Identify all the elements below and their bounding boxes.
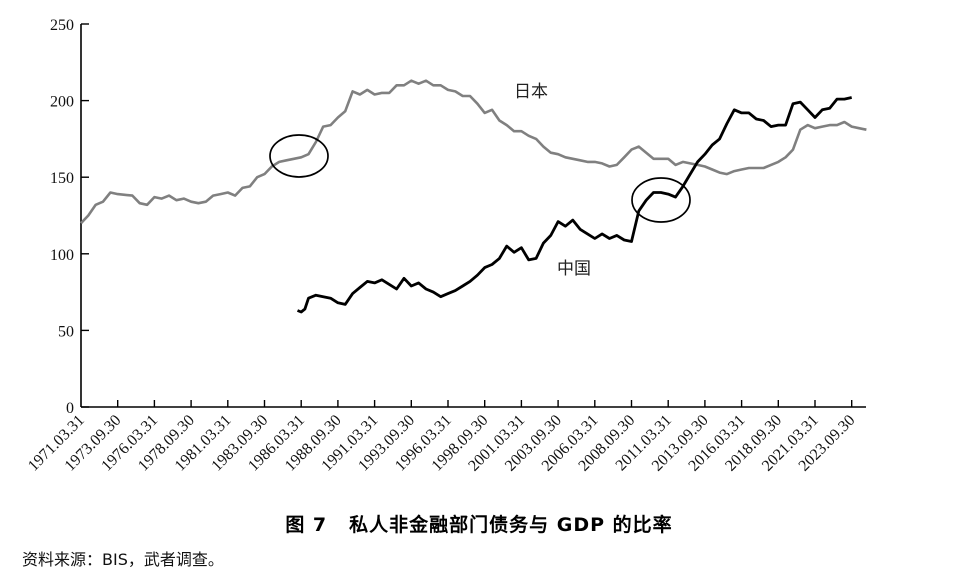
chart: 0501001502002501971.03.311973.09.301976.…: [25, 17, 867, 475]
series-label-japan: 日本: [514, 82, 548, 102]
series-line-japan: [80, 79, 867, 225]
y-tick-label: 0: [66, 400, 74, 417]
y-tick-label: 200: [50, 94, 74, 111]
highlight-ellipse-1: [269, 134, 329, 178]
figure-number: 图 7: [285, 514, 328, 536]
y-tick-label: 250: [50, 17, 74, 34]
y-tick-label: 100: [50, 247, 74, 264]
series-line-china: [296, 96, 852, 314]
source-note: 资料来源：BIS，武者调查。: [22, 550, 224, 569]
axes: 0501001502002501971.03.311973.09.301976.…: [25, 17, 866, 475]
highlight-ellipse-2: [631, 177, 691, 223]
figure-title: 私人非金融部门债务与 GDP 的比率: [349, 514, 673, 536]
y-tick-label: 150: [50, 170, 74, 187]
series-layer: [80, 79, 867, 314]
y-tick-label: 50: [58, 323, 74, 340]
annotations: [269, 134, 691, 223]
figure-caption: 图 7 私人非金融部门债务与 GDP 的比率: [0, 510, 958, 537]
series-label-china: 中国: [557, 259, 591, 279]
